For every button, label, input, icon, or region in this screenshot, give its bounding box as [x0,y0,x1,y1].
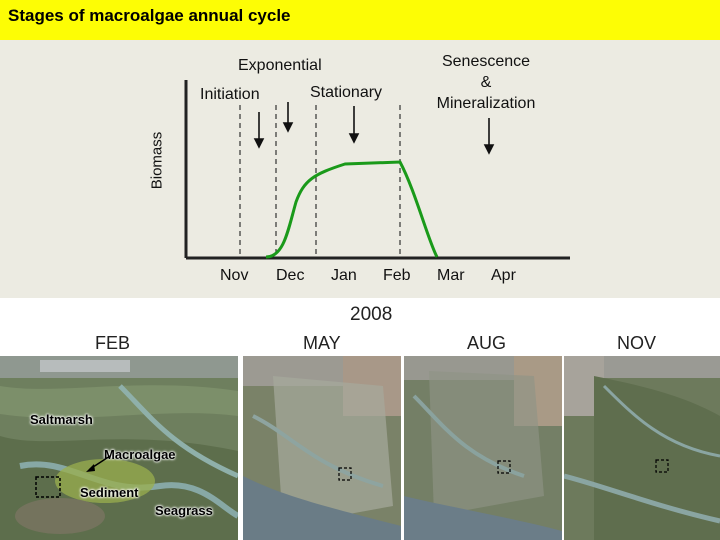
arrow-stationary [348,106,360,144]
aerial-photo-feb [0,356,238,540]
arrow-exponential [282,102,294,133]
month-label: Feb [383,267,411,284]
photo-month-nov: NOV [617,333,657,353]
annotation-saltmarsh: Saltmarsh [30,412,93,427]
arrow-initiation [253,112,265,149]
photo-month-aug: AUG [467,333,507,353]
stage-senescence-line3: Mineralization [436,95,536,112]
photo-year: 2008 [350,304,393,325]
cycle-chart [184,80,570,260]
annual-cycle-diagram: Biomass Exponential Initiation S [0,40,720,298]
stage-initiation: Initiation [200,86,260,103]
aerial-photo-nov [564,356,720,540]
biomass-curve [265,160,439,259]
month-label: Nov [220,267,249,284]
stage-senescence-line1: Senescence [441,53,531,70]
stage-senescence-line2: & [480,74,492,91]
month-label: Jan [331,267,357,284]
annotation-seagrass: Seagrass [155,503,213,518]
annotation-macroalgae: Macroalgae [104,447,176,462]
month-label: Dec [276,267,305,284]
month-label: Mar [437,267,465,284]
arrow-senescence [483,118,495,155]
photo-month-may: MAY [303,333,341,353]
aerial-photo-may [243,356,401,540]
stage-senescence: Senescence & Mineralization [427,51,545,114]
annotation-arrow [86,455,111,472]
stage-exponential: Exponential [238,57,322,74]
annotation-sediment: Sediment [80,485,139,500]
stage-stationary: Stationary [310,84,383,101]
month-label: Apr [491,267,516,284]
photo-month-feb: FEB [95,333,131,353]
slide-title: Stages of macroalgae annual cycle [8,6,291,25]
title-bar: Stages of macroalgae annual cycle [0,0,720,41]
aerial-photo-aug [404,356,562,540]
